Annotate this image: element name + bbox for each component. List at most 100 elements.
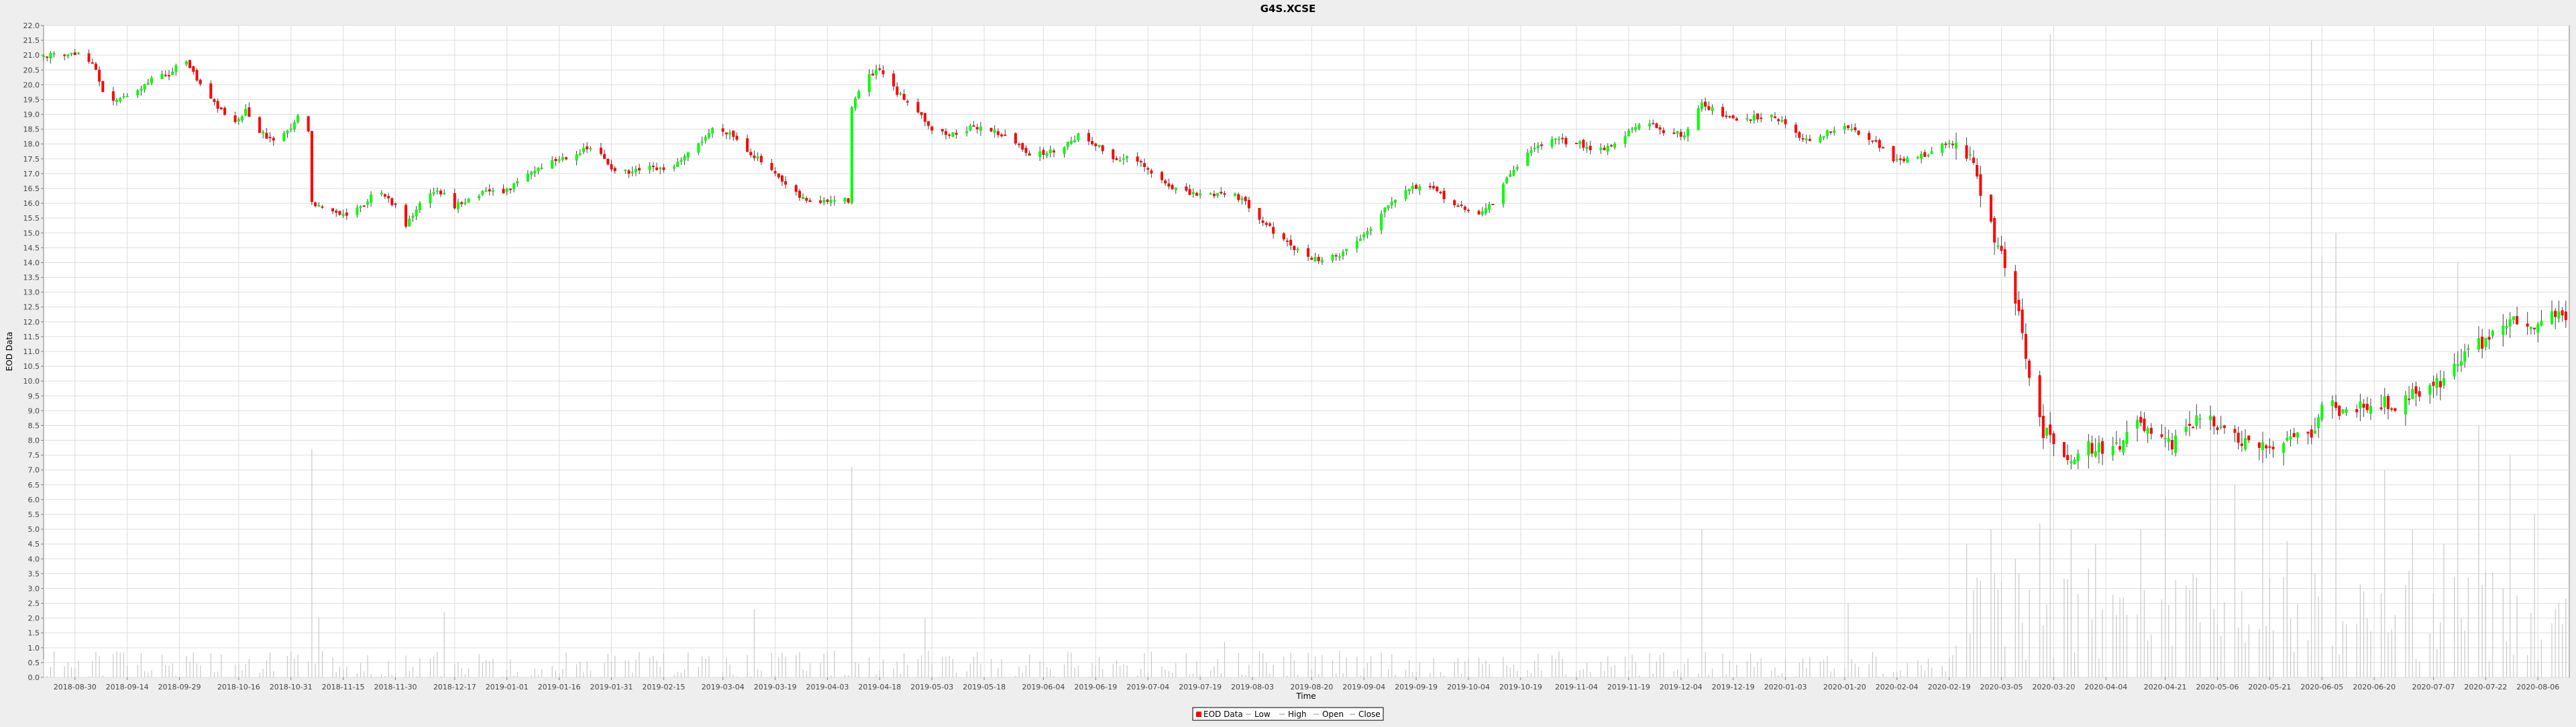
candle-body (603, 154, 606, 159)
y-tick-label: 10.0 (23, 377, 40, 386)
candle-body (892, 73, 896, 87)
candle-body (1704, 101, 1707, 107)
candle-body (310, 131, 313, 203)
candle-body (1126, 156, 1129, 159)
candle-body (746, 138, 749, 152)
candle-body (2271, 446, 2275, 449)
candle-layer (42, 49, 2567, 469)
candle-body (1540, 144, 1544, 146)
candle-body (955, 133, 958, 135)
x-tick-label: 2018-12-17 (433, 683, 476, 691)
y-tick-label: 22.0 (23, 21, 40, 30)
candle-body (1164, 180, 1167, 184)
candle-body (2163, 438, 2167, 439)
candle-body (1415, 184, 1418, 189)
y-tick-label: 6.5 (28, 481, 40, 490)
candle-body (2369, 406, 2372, 414)
x-tick-label: 2019-06-19 (1074, 683, 1117, 691)
candle-body (941, 129, 944, 131)
candle-body (575, 154, 578, 161)
candle-body (1091, 141, 1094, 145)
candle-body (1143, 163, 1146, 167)
candle-body (491, 190, 494, 192)
candle-body (2428, 385, 2432, 395)
x-tick-label: 2019-08-03 (1231, 683, 1274, 691)
candle-body (1320, 260, 1324, 263)
candle-body (1436, 186, 1439, 191)
candle-body (613, 168, 616, 172)
candle-body (2467, 348, 2470, 350)
candle-body (331, 208, 335, 212)
candle-body (272, 137, 275, 141)
candle-body (345, 212, 348, 216)
candle-body (1317, 257, 1320, 262)
candle-body (209, 83, 213, 99)
candle-body (1968, 154, 1972, 156)
x-tick-label: 2019-05-03 (910, 683, 953, 691)
x-tick-label: 2019-09-04 (1342, 683, 1385, 691)
candle-body (1561, 137, 1564, 139)
candle-body (1077, 133, 1080, 141)
candle-body (140, 89, 143, 91)
candle-body (847, 198, 850, 203)
candle-body (1237, 194, 1240, 201)
candle-body (1073, 139, 1077, 143)
candle-body (321, 206, 324, 208)
candle-body (798, 190, 801, 199)
y-tick-label: 11.5 (23, 333, 40, 341)
candle-body (1296, 249, 1299, 251)
candle-body (975, 127, 979, 129)
candle-body (2216, 427, 2219, 431)
candle-body (429, 193, 432, 204)
candle-body (2536, 324, 2540, 333)
candle-body (1672, 132, 1676, 134)
candle-body (749, 152, 753, 156)
x-tick-label: 2019-02-15 (642, 683, 685, 691)
candle-body (700, 142, 704, 144)
candle-body (2237, 433, 2240, 443)
candle-body (356, 207, 359, 215)
candle-body (1920, 154, 1923, 159)
candle-body (1682, 135, 1686, 138)
candle-body (1488, 204, 1491, 210)
candle-body (2561, 310, 2564, 316)
legend-box (1192, 707, 1384, 721)
candle-body (1234, 193, 1237, 197)
candle-body (362, 205, 366, 207)
candle-body (370, 194, 373, 203)
legend-label-high: High (1288, 710, 1307, 719)
candle-body (906, 101, 909, 103)
x-tick-label: 2020-07-07 (2412, 683, 2455, 691)
x-tick-label: 2019-10-04 (1447, 683, 1490, 691)
candle-body (2526, 323, 2529, 327)
candle-body (1850, 128, 1854, 130)
candle-body (1847, 125, 1850, 129)
candle-body (101, 81, 105, 93)
candle-body (1898, 158, 1902, 160)
candle-body (1463, 207, 1466, 210)
y-tick-label: 1.0 (28, 644, 40, 653)
candle-body (551, 160, 554, 169)
candle-body (195, 70, 199, 80)
candle-body (2529, 327, 2532, 329)
candle-body (150, 77, 153, 84)
y-tick-label: 8.5 (28, 421, 40, 430)
y-tick-label: 0.0 (28, 673, 40, 682)
candle-body (1599, 148, 1603, 150)
candle-body (564, 157, 568, 160)
candle-body (993, 129, 996, 133)
candle-body (2087, 441, 2090, 456)
candle-body (1746, 118, 1749, 120)
candle-body (802, 197, 805, 200)
candle-body (599, 148, 602, 154)
candle-body (1000, 134, 1004, 137)
candle-body (1136, 156, 1139, 162)
candle-body (1307, 248, 1310, 257)
y-tick-label: 5.5 (28, 510, 40, 519)
candle-body (631, 171, 634, 173)
y-tick-label: 18.0 (23, 140, 40, 149)
candle-body (2233, 429, 2237, 433)
candle-body (996, 131, 1000, 135)
candle-body (119, 98, 122, 102)
candle-body (1585, 146, 1589, 150)
